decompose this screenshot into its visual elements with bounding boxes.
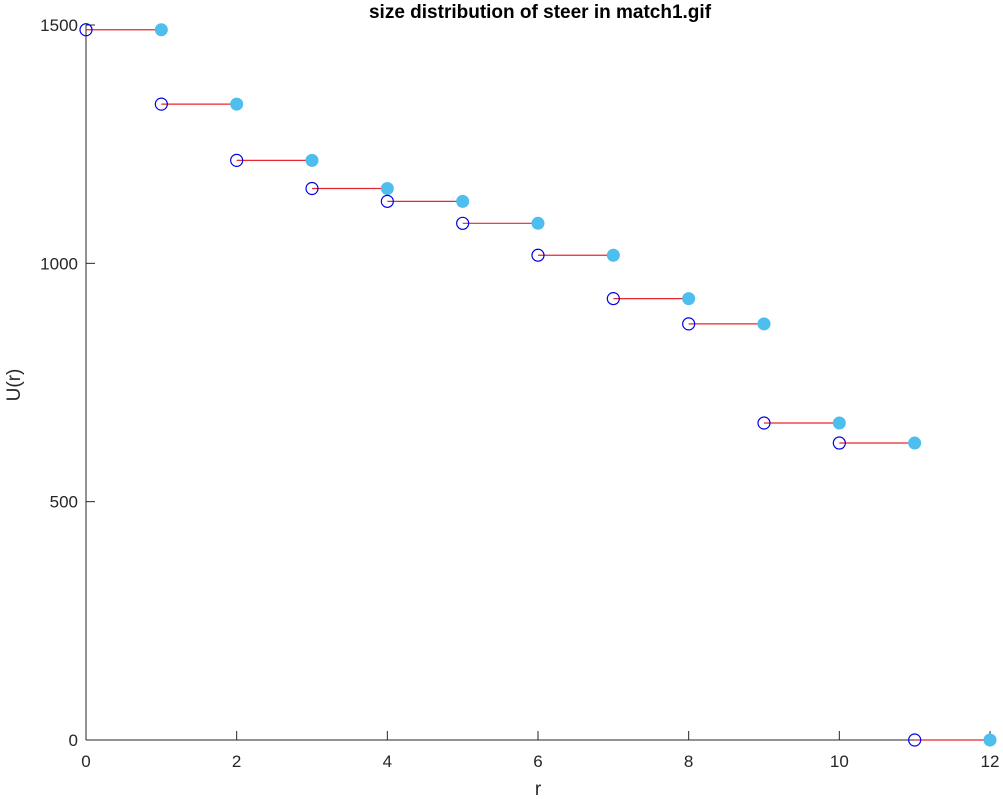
x-tick-label: 0 — [81, 752, 90, 771]
y-tick-label: 500 — [50, 493, 78, 512]
open-point-marker — [79, 23, 93, 37]
open-point-marker — [380, 194, 394, 208]
filled-point-marker — [380, 181, 394, 195]
open-point-marker — [606, 292, 620, 306]
y-axis-label: U(r) — [4, 369, 25, 402]
open-point-marker — [908, 733, 922, 747]
filled-point-marker — [230, 97, 244, 111]
y-tick-label: 1000 — [40, 254, 78, 273]
x-tick-label: 4 — [383, 752, 392, 771]
filled-point-marker — [832, 416, 846, 430]
filled-point-marker — [531, 216, 545, 230]
x-tick-label: 10 — [830, 752, 849, 771]
x-tick-label: 6 — [533, 752, 542, 771]
filled-point-marker — [305, 153, 319, 167]
filled-point-marker — [757, 317, 771, 331]
axes: 0 2 4 6 8 10 12 0 500 1000 1500 — [40, 16, 999, 771]
y-tick-label: 0 — [69, 731, 78, 750]
filled-point-marker — [456, 194, 470, 208]
open-point-marker — [832, 436, 846, 450]
x-axis-label: r — [535, 779, 542, 799]
filled-point-marker — [983, 733, 997, 747]
open-point-marker — [230, 153, 244, 167]
plot-area — [79, 23, 997, 747]
filled-point-marker — [154, 23, 168, 37]
chart-title: size distribution of steer in match1.gif — [369, 2, 712, 23]
x-tick-label: 2 — [232, 752, 241, 771]
open-point-marker — [682, 317, 696, 331]
open-point-marker — [305, 181, 319, 196]
x-tick-label: 8 — [684, 752, 693, 771]
x-tick-label: 12 — [981, 752, 1000, 771]
open-point-marker — [154, 97, 168, 111]
open-point-marker — [757, 416, 771, 430]
filled-point-marker — [682, 292, 696, 306]
filled-point-marker — [606, 248, 620, 262]
open-point-marker — [531, 248, 545, 262]
y-tick-label: 1500 — [40, 16, 78, 35]
filled-point-marker — [908, 436, 922, 450]
open-point-marker — [456, 216, 470, 230]
